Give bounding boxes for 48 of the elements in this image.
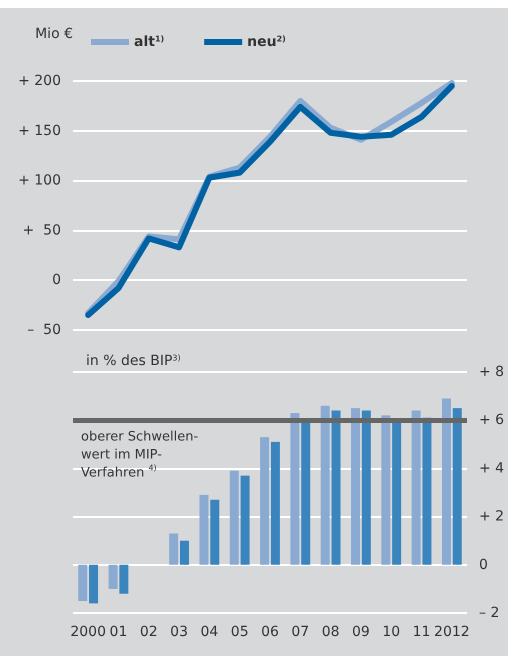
bar [412, 410, 421, 565]
bar [332, 410, 341, 565]
x-tick-label: 01 [110, 624, 128, 640]
bar [260, 437, 270, 565]
y-tick-label: + 100 [18, 172, 61, 189]
x-tick-label: 06 [261, 624, 279, 640]
x-tick-label: 05 [230, 624, 249, 640]
bar [290, 412, 300, 565]
bar [119, 564, 128, 594]
y-tick-label: + 2 [479, 508, 504, 525]
y-tick-label: + 200 [18, 73, 61, 89]
x-tick-label: 11 [412, 624, 430, 640]
y-tick-label: + 6 [479, 412, 504, 428]
x-tick-label: 10 [382, 624, 400, 640]
bar [89, 564, 98, 604]
y-tick-label: – 50 [27, 322, 61, 338]
bar [381, 415, 390, 565]
y-tick-label: – 2 [479, 605, 500, 621]
y-tick-label: + 8 [479, 364, 504, 380]
bar [351, 408, 360, 565]
bar [199, 494, 208, 565]
bar [230, 470, 239, 565]
x-tick-label: 04 [200, 624, 218, 640]
x-tick-label: 09 [352, 624, 370, 640]
ref-line-label: oberer Schwellen- wert im MIP- Verfahren 4) [81, 430, 198, 481]
bar [270, 442, 280, 565]
y-tick-label: + 4 [479, 460, 504, 476]
bar [240, 476, 250, 565]
x-tick-label: 02 [140, 624, 158, 640]
bar [442, 398, 451, 565]
y-axis-title: Mio € [35, 26, 73, 42]
y-tick-label: 0 [479, 556, 488, 573]
x-tick-label: 07 [291, 624, 310, 640]
x-tick-label: 2000 [70, 624, 106, 640]
bar [210, 500, 220, 565]
bar [362, 410, 371, 565]
y-tick-label: + 150 [18, 122, 61, 139]
bar [180, 540, 189, 565]
bar [320, 406, 330, 565]
x-tick-label: 2012 [434, 624, 470, 640]
y-tick-label: + 50 [22, 222, 61, 238]
bar [108, 564, 118, 589]
bar [452, 408, 462, 565]
x-tick-label: 08 [322, 624, 340, 640]
bar [169, 533, 178, 565]
bar [78, 564, 88, 601]
x-tick-label: 03 [170, 624, 188, 640]
y-tick-label: 0 [52, 272, 61, 288]
